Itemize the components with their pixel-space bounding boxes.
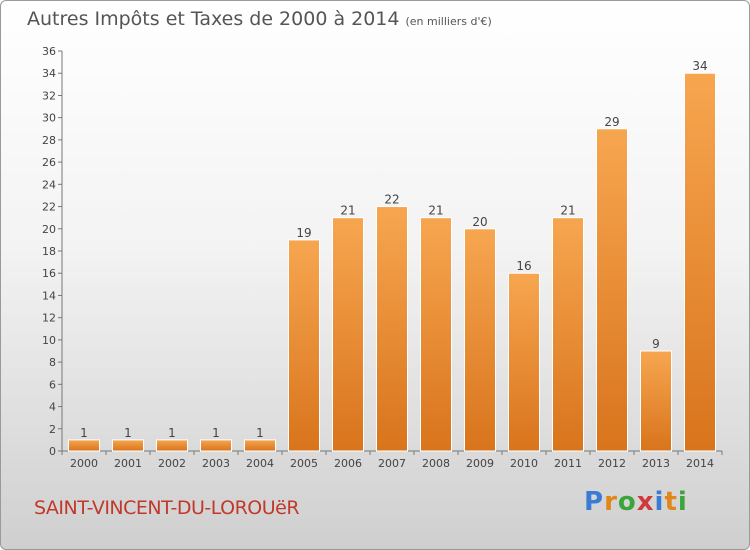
- bar-value-label: 29: [604, 115, 619, 129]
- x-tick-label: 2002: [158, 457, 186, 470]
- y-tick-label: 4: [49, 401, 56, 414]
- bar: [68, 439, 100, 452]
- bar: [332, 217, 364, 452]
- bar-value-label: 1: [168, 426, 176, 440]
- bar: [508, 272, 540, 452]
- chart-title-text: Autres Impôts et Taxes de 2000 à 2014: [27, 8, 400, 30]
- logo-letter: x: [636, 487, 655, 517]
- x-tick-label: 2007: [378, 457, 406, 470]
- bar-value-label: 20: [472, 215, 487, 229]
- y-tick-label: 24: [42, 178, 56, 191]
- bar: [596, 128, 628, 452]
- y-tick-label: 12: [42, 312, 56, 325]
- y-tick-label: 6: [49, 378, 56, 391]
- logo-letter: o: [617, 487, 637, 517]
- bar: [244, 439, 276, 452]
- y-tick-label: 30: [42, 112, 56, 125]
- x-tick-label: 2012: [598, 457, 626, 470]
- y-tick-label: 26: [42, 156, 56, 169]
- bar-value-label: 1: [124, 426, 132, 440]
- y-tick-label: 16: [42, 267, 56, 280]
- y-tick-label: 20: [42, 223, 56, 236]
- bar-value-label: 21: [340, 204, 355, 218]
- logo-letter: r: [604, 487, 618, 517]
- y-tick-label: 28: [42, 134, 56, 147]
- bar: [684, 72, 716, 452]
- bar: [376, 206, 408, 452]
- commune-name: SAINT-VINCENT-DU-LOROUëR: [34, 497, 300, 519]
- logo-letter: P: [584, 487, 605, 517]
- y-tick-label: 0: [49, 445, 56, 458]
- y-tick-label: 18: [42, 245, 56, 258]
- y-tick-label: 2: [49, 423, 56, 436]
- bar-value-label: 19: [296, 226, 311, 240]
- bar: [288, 239, 320, 452]
- logo-letter: i: [677, 487, 688, 517]
- y-tick-label: 36: [42, 45, 56, 58]
- x-tick-label: 2011: [554, 457, 582, 470]
- x-tick-label: 2001: [114, 457, 142, 470]
- bar: [640, 350, 672, 452]
- x-tick-label: 2014: [686, 457, 714, 470]
- bar-value-label: 21: [560, 204, 575, 218]
- bar-value-label: 21: [428, 204, 443, 218]
- chart-subtitle: (en milliers d'€): [405, 15, 492, 28]
- x-tick-label: 2010: [510, 457, 538, 470]
- y-tick-label: 8: [49, 356, 56, 369]
- x-tick-label: 2009: [466, 457, 494, 470]
- y-tick-label: 22: [42, 201, 56, 214]
- bar-value-label: 34: [692, 59, 707, 73]
- logo-letter: t: [664, 487, 678, 517]
- bar-value-label: 22: [384, 193, 399, 207]
- y-tick-label: 34: [42, 67, 56, 80]
- bar: [552, 217, 584, 452]
- bar-value-label: 1: [212, 426, 220, 440]
- x-tick-label: 2006: [334, 457, 362, 470]
- x-tick-label: 2003: [202, 457, 230, 470]
- bar: [420, 217, 452, 452]
- x-tick-label: 2004: [246, 457, 274, 470]
- x-tick-label: 2013: [642, 457, 670, 470]
- y-tick-label: 14: [42, 289, 56, 302]
- y-tick-label: 10: [42, 334, 56, 347]
- bar: [464, 228, 496, 452]
- bar-value-label: 16: [516, 259, 531, 273]
- bar-value-label: 1: [256, 426, 264, 440]
- y-tick-label: 32: [42, 89, 56, 102]
- proxiti-logo: Proxiti: [584, 487, 688, 517]
- bar-value-label: 1: [80, 426, 88, 440]
- bar-value-label: 9: [652, 337, 660, 351]
- logo-letter: i: [654, 487, 665, 517]
- bar: [200, 439, 232, 452]
- x-tick-label: 2005: [290, 457, 318, 470]
- chart-title: Autres Impôts et Taxes de 2000 à 2014 (en…: [27, 8, 492, 30]
- bar: [156, 439, 188, 452]
- x-tick-label: 2008: [422, 457, 450, 470]
- bar: [112, 439, 144, 452]
- x-tick-label: 2000: [70, 457, 98, 470]
